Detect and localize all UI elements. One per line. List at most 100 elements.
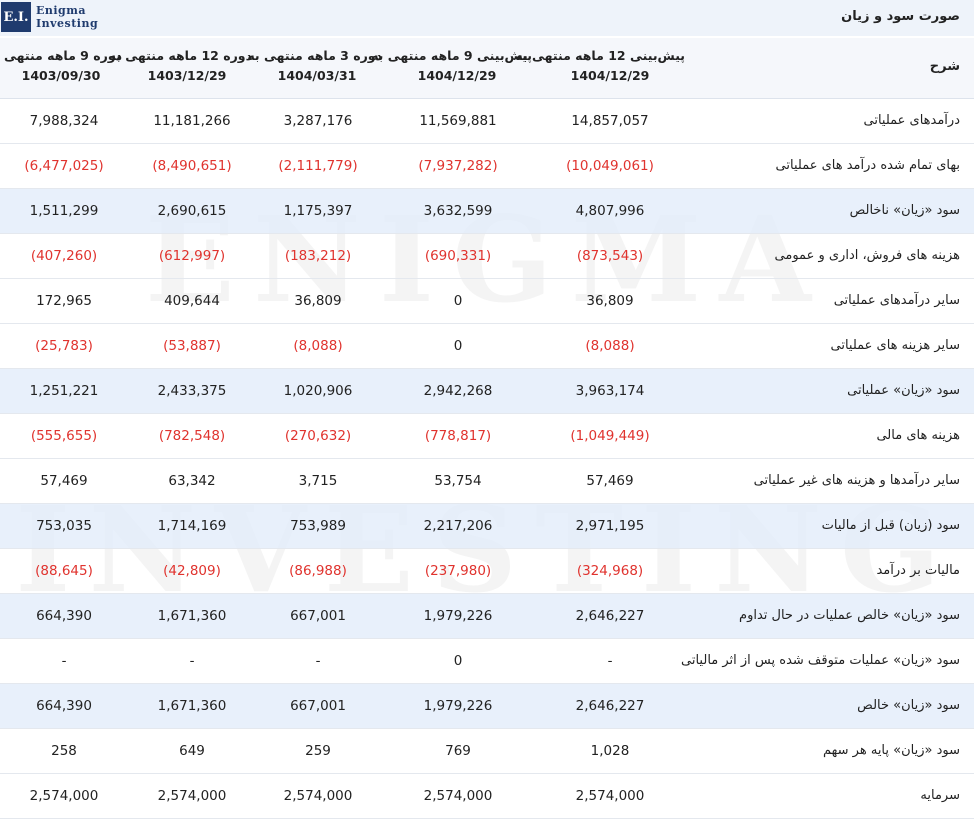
table-row: 2,971,195 2,217,206 753,989 1,714,169 753,03… — [0, 504, 974, 549]
table-cell-col-4: 1,671,360 — [157, 698, 227, 714]
table-cell-col-2: 769 — [445, 743, 471, 759]
column-header-3-title: دوره 3 ماهه منتهی به — [247, 48, 382, 63]
row-label: سرمایه — [920, 788, 960, 803]
table-row: - 0 - - - سود «زیان» عملیات متوقف شده پس از ا… — [0, 639, 974, 684]
table-cell-col-1: (10,049,061) — [566, 158, 654, 174]
table-cell-col-5: 664,390 — [36, 698, 92, 714]
table-cell-col-2: 11,569,881 — [419, 113, 497, 129]
row-label: سود (زیان) قبل از مالیات — [821, 518, 960, 533]
page-title: صورت سود و زیان — [841, 9, 960, 24]
row-label: مالیات بر درآمد — [876, 563, 960, 578]
table-cell-col-2: 1,979,226 — [423, 698, 493, 714]
table-row: 14,857,057 11,569,881 3,287,176 11,181,266 7… — [0, 99, 974, 144]
column-header-3-date: 1404/03/31 — [277, 68, 357, 83]
table-cell-col-2: 2,217,206 — [423, 518, 493, 534]
table-cell-col-4: - — [189, 653, 195, 669]
table-row: 2,646,227 1,979,226 667,001 1,671,360 664,39… — [0, 684, 974, 729]
column-header-5: دوره 9 ماهه منتهی به 1403/09/30 — [0, 46, 122, 86]
table-cell-col-2: 0 — [453, 293, 463, 309]
table-cell-col-4: (53,887) — [163, 338, 221, 354]
table-cell-col-2: 1,979,226 — [423, 608, 493, 624]
table-header: پیش‌بینی 12 ماهه منتهی به 1404/12/29 پیش… — [0, 38, 974, 99]
table-cell-col-1: - — [607, 653, 613, 669]
top-bar: E.I. Enigma Investing صورت سود و زیان — [0, 0, 974, 36]
table-cell-col-1: (873,543) — [576, 248, 644, 264]
table-cell-col-3: 3,287,176 — [283, 113, 353, 129]
row-label: سود «زیان» خالص عملیات در حال تداوم — [739, 608, 960, 623]
table-cell-col-5: 1,511,299 — [29, 203, 99, 219]
column-header-1: پیش‌بینی 12 ماهه منتهی به 1404/12/29 — [515, 46, 685, 86]
row-label: سود «زیان» ناخالص — [849, 203, 960, 218]
table-cell-col-3: 1,020,906 — [283, 383, 353, 399]
row-label: سود «زیان» عملیاتی — [847, 383, 960, 398]
table-row: 4,807,996 3,632,599 1,175,397 2,690,615 1,51… — [0, 189, 974, 234]
column-header-4-title: دوره 12 ماهه منتهی به — [108, 48, 252, 63]
table-cell-col-5: (6,477,025) — [24, 158, 104, 174]
table-cell-col-1: 3,963,174 — [575, 383, 645, 399]
row-label: سود «زیان» خالص — [857, 698, 960, 713]
table-cell-col-4: (782,548) — [158, 428, 226, 444]
table-cell-col-2: 2,942,268 — [423, 383, 493, 399]
table-cell-col-3: (183,212) — [284, 248, 352, 264]
column-header-5-date: 1403/09/30 — [21, 68, 101, 83]
table-cell-col-2: (237,980) — [424, 563, 492, 579]
table-row: 2,574,000 2,574,000 2,574,000 2,574,000 2,57… — [0, 774, 974, 819]
table-cell-col-1: 2,574,000 — [575, 788, 645, 804]
table-row: (8,088) 0 (8,088) (53,887) (25,783) سایر هزین… — [0, 324, 974, 369]
table-row: 57,469 53,754 3,715 63,342 57,469 سایر درآمده… — [0, 459, 974, 504]
table-cell-col-5: (407,260) — [30, 248, 98, 264]
logo-line-2: Investing — [36, 17, 99, 30]
column-header-4-date: 1403/12/29 — [147, 68, 227, 83]
table-cell-col-2: (7,937,282) — [418, 158, 498, 174]
table-cell-col-3: (8,088) — [293, 338, 343, 354]
row-label: هزینه های مالی — [876, 428, 960, 443]
table-cell-col-4: 11,181,266 — [153, 113, 231, 129]
row-label: درآمدهای عملیاتی — [863, 113, 960, 128]
logo-line-1: Enigma — [36, 4, 87, 17]
table-cell-col-3: 667,001 — [290, 698, 346, 714]
table-cell-col-1: 2,646,227 — [575, 608, 645, 624]
table-cell-col-1: (8,088) — [585, 338, 635, 354]
table-cell-col-1: 4,807,996 — [575, 203, 645, 219]
table-cell-col-4: 1,714,169 — [157, 518, 227, 534]
table-cell-col-3: 753,989 — [290, 518, 346, 534]
table-cell-col-3: 36,809 — [294, 293, 342, 309]
table-cell-col-3: (2,111,779) — [278, 158, 358, 174]
table-row: 3,963,174 2,942,268 1,020,906 2,433,375 1,25… — [0, 369, 974, 414]
table-body: 14,857,057 11,569,881 3,287,176 11,181,266 7… — [0, 99, 974, 819]
table-cell-col-2: 0 — [453, 653, 463, 669]
row-label: سایر درآمدهای عملیاتی — [833, 293, 960, 308]
table-row: (324,968) (237,980) (86,988) (42,809) (88,64… — [0, 549, 974, 594]
column-header-3: دوره 3 ماهه منتهی به 1404/03/31 — [247, 46, 382, 86]
table-cell-col-3: 667,001 — [290, 608, 346, 624]
table-cell-col-3: 259 — [305, 743, 331, 759]
table-cell-col-3: - — [315, 653, 321, 669]
table-row: (873,543) (690,331) (183,212) (612,997) (407… — [0, 234, 974, 279]
row-label: هزینه های فروش، اداری و عمومی — [774, 248, 960, 263]
table-cell-col-5: (88,645) — [35, 563, 93, 579]
column-header-4: دوره 12 ماهه منتهی به 1403/12/29 — [108, 46, 252, 86]
table-cell-col-3: (86,988) — [289, 563, 347, 579]
column-header-2: پیش‌بینی 9 ماهه منتهی به 1404/12/29 — [371, 46, 532, 86]
table-cell-col-2: 3,632,599 — [423, 203, 493, 219]
row-label: سایر درآمدها و هزینه های غیر عملیاتی — [753, 473, 960, 488]
table-cell-col-1: 36,809 — [586, 293, 634, 309]
table-cell-col-5: 258 — [51, 743, 77, 759]
table-cell-col-1: 14,857,057 — [571, 113, 649, 129]
table-cell-col-4: (42,809) — [163, 563, 221, 579]
table-row: 36,809 0 36,809 409,644 172,965 سایر درآمدهای… — [0, 279, 974, 324]
table-cell-col-3: 2,574,000 — [283, 788, 353, 804]
table-cell-col-1: 2,971,195 — [575, 518, 645, 534]
table-cell-col-5: 664,390 — [36, 608, 92, 624]
table-cell-col-1: (324,968) — [576, 563, 644, 579]
row-label: سود «زیان» پایه هر سهم — [823, 743, 960, 758]
table-row: 2,646,227 1,979,226 667,001 1,671,360 664,39… — [0, 594, 974, 639]
table-row: 1,028 769 259 649 258 سود «زیان» پایه هر سهم — [0, 729, 974, 774]
row-label: سایر هزینه های عملیاتی — [830, 338, 961, 353]
table-cell-col-2: 53,754 — [434, 473, 482, 489]
table-cell-col-5: 57,469 — [40, 473, 88, 489]
table-row: (10,049,061) (7,937,282) (2,111,779) (8,490… — [0, 144, 974, 189]
table-cell-col-3: (270,632) — [284, 428, 352, 444]
table-cell-col-2: 0 — [453, 338, 463, 354]
logo: E.I. Enigma Investing — [0, 0, 98, 34]
